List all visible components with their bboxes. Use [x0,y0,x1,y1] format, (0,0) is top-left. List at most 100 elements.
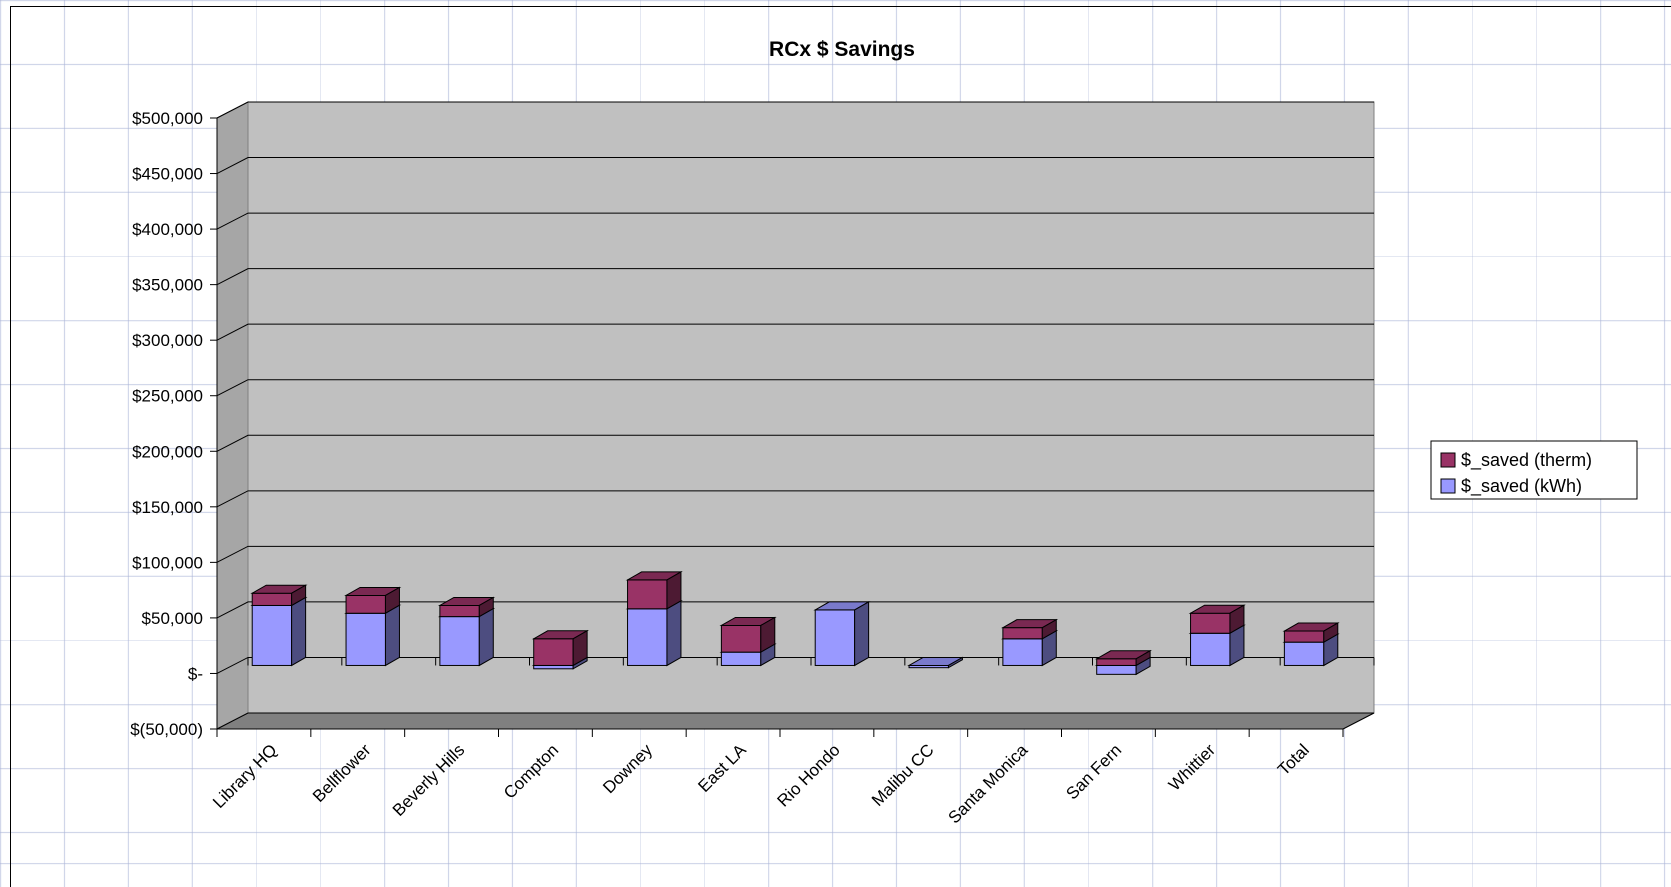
bar-therm [719,616,777,653]
legend-swatch [1440,478,1456,494]
gridline [216,545,1374,563]
gridline [216,157,1374,174]
x-tick-label: Beverly Hills [389,740,469,820]
bar-therm [1000,618,1059,640]
bar-therm-side [760,616,776,653]
gridline [216,490,1374,508]
gridline [216,712,1374,730]
y-tick-label: $300,000 [132,331,203,350]
bar-kwh [625,599,683,667]
bar-kwh-side [666,599,682,667]
bar-therm [1188,604,1246,635]
y-tick-label: $500,000 [132,109,203,128]
bar-kwh-front [1002,638,1043,666]
bar-therm-front [627,579,668,610]
chart-frame [10,6,1671,887]
gridline [216,379,1374,397]
x-tick-label: Downey [599,740,656,797]
y-tick-label: $200,000 [132,442,203,461]
x-tick-label: Whittier [1165,740,1219,794]
y-tick-label: $350,000 [132,276,203,295]
y-tick-label: $50,000 [142,609,203,628]
x-tick-label: Bellflower [309,740,375,806]
legend-label: $_saved (therm) [1461,450,1592,471]
bar-kwh-front [439,616,480,666]
bar-therm-front [1096,658,1137,666]
x-tick-label: Rio Hondo [774,740,844,810]
bar-kwh-front [1283,641,1325,666]
bar-kwh [813,601,871,667]
bar-therm [625,571,683,610]
x-tick-label: Malibu CC [868,740,938,810]
bar-therm [1094,649,1153,667]
bar-kwh-front [251,604,293,666]
bar-therm [531,629,590,667]
bar-therm-front [1283,630,1325,643]
bar-therm-side [1229,604,1245,635]
bar-kwh-front [345,612,386,666]
bar-therm-front [720,624,762,653]
bar-therm [1282,622,1340,643]
chart-svg: RCx $ Savings $(50,000) $- $50,000 $100,000… [130,38,1638,827]
gridline [216,434,1374,452]
gridline [216,101,1374,119]
gridline [216,323,1374,341]
bar-therm-side [384,586,400,615]
legend-label: $_saved (kWh) [1461,476,1582,497]
y-tick-label: $100,000 [132,553,203,572]
bars [250,571,1340,676]
x-tick-label: Santa Monica [944,740,1031,827]
bar-kwh-front [1096,664,1137,675]
y-tick-label: $- [188,664,203,683]
bar-kwh [344,604,402,667]
bar-kwh-front [720,651,762,666]
x-tick-label: San Fern [1062,740,1125,803]
bar-kwh-side [854,601,870,667]
bar-therm [437,596,496,618]
legend-swatch [1440,452,1456,468]
bar-kwh-side [384,604,400,667]
bar-kwh-side [291,596,307,667]
bar-therm [344,586,402,615]
x-tick-label: Library HQ [209,740,281,812]
floor [216,712,1375,730]
bar-therm-side [478,596,494,618]
legend: $_saved (therm) $_saved (kWh) [1430,440,1638,500]
y-axis-ticks: $(50,000) $- $50,000 $100,000 $150,000 $200,0… [130,109,218,739]
y-tick-label: $250,000 [132,387,203,406]
bar-kwh-side [947,656,963,669]
gridline [216,601,1374,619]
bar-kwh-front [814,609,856,666]
y-tick-label: $(50,000) [130,720,203,739]
bar-therm-front [439,604,480,618]
x-tick-label: Compton [500,740,562,802]
x-tick-label: Total [1274,740,1313,779]
side-wall [216,101,249,730]
bar-therm-side [666,571,682,610]
chart-title: RCx $ Savings [769,38,915,61]
bar-kwh [250,596,308,667]
bar-therm-front [1190,612,1231,634]
bar-therm-side [1323,622,1339,643]
bar-kwh [437,607,496,667]
legend-box [1430,440,1638,500]
y-tick-label: $400,000 [132,220,203,239]
gridline [216,268,1374,286]
bar-therm [250,584,308,607]
bar-kwh-side [478,607,494,667]
bar-therm-side [1041,618,1057,640]
x-tick-label: East LA [694,740,750,796]
gridline [216,212,1374,230]
y-tick-label: $450,000 [132,165,203,184]
bar-therm-side [291,584,307,607]
y-tick-label: $150,000 [132,498,203,517]
bar-kwh-front [1190,632,1231,666]
bar-therm-front [533,638,574,666]
bar-therm-side [572,629,588,667]
bar-therm-front [1002,627,1043,640]
bar-therm-side [1135,649,1151,667]
bar-therm-front [251,592,293,606]
bar-therm-front [345,594,386,614]
bar-kwh [907,656,965,669]
bar-kwh-front [627,608,668,666]
